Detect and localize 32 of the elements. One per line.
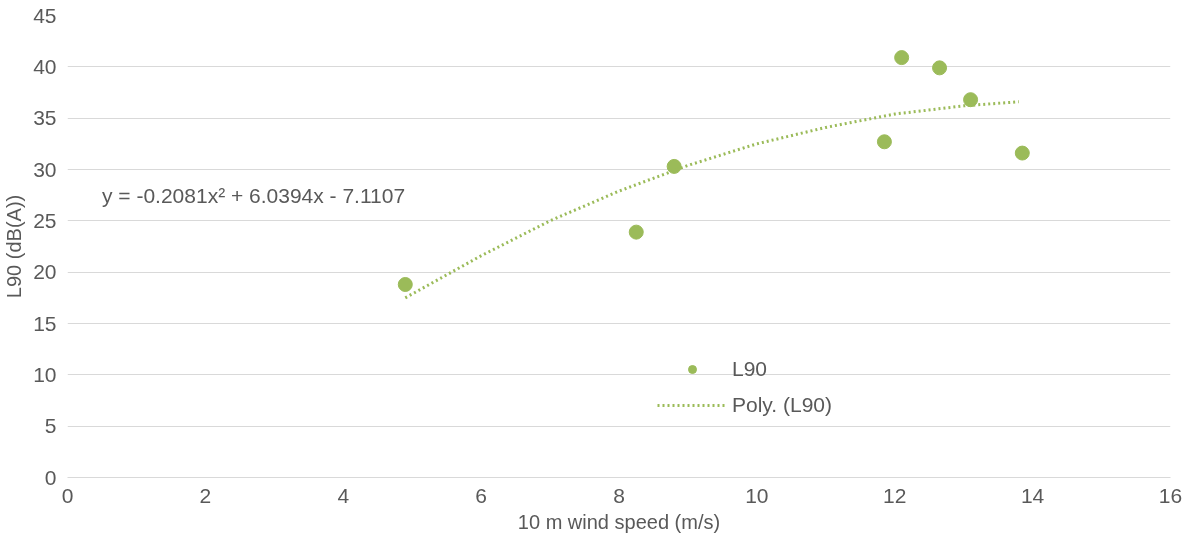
y-tick-label: 45 (33, 3, 57, 27)
x-axis-title: 10 m wind speed (m/s) (517, 510, 721, 533)
point (666, 158, 682, 174)
point (1014, 145, 1030, 161)
legend-label: Poly. (L90) (732, 393, 832, 417)
x-tick-label: 12 (883, 483, 907, 507)
point (397, 277, 413, 292)
x-tick-label: 0 (61, 483, 74, 507)
x-tick-label: 16 (1158, 483, 1183, 507)
x-tick-label: 4 (337, 483, 350, 507)
y-tick-label: 40 (33, 54, 57, 78)
y-tick-label: 35 (33, 106, 57, 130)
y-tick-label: 25 (33, 208, 57, 232)
point (876, 134, 892, 150)
y-tick-label: 15 (33, 311, 57, 335)
y-tick-label: 10 (33, 362, 57, 386)
y-axis-title: L90 (dB(A)) (3, 194, 26, 299)
point (628, 224, 644, 240)
y-tick-label: 0 (44, 465, 57, 489)
x-tick-label: 8 (613, 483, 625, 507)
x-tick-label: 6 (475, 483, 487, 507)
x-tick-label: 14 (1020, 483, 1045, 507)
point (894, 50, 910, 66)
y-tick-label: 30 (33, 157, 57, 181)
point (963, 92, 979, 108)
y-tick-label: 5 (44, 414, 57, 438)
x-tick-label: 10 (745, 483, 769, 507)
x-tick-label: 2 (199, 483, 212, 507)
legend-label: L90 (732, 357, 768, 381)
y-tick-label: 20 (33, 260, 57, 284)
annotation: y = -0.2081x² + 6.0394x - 7.1107 (101, 183, 406, 207)
point (932, 60, 948, 76)
